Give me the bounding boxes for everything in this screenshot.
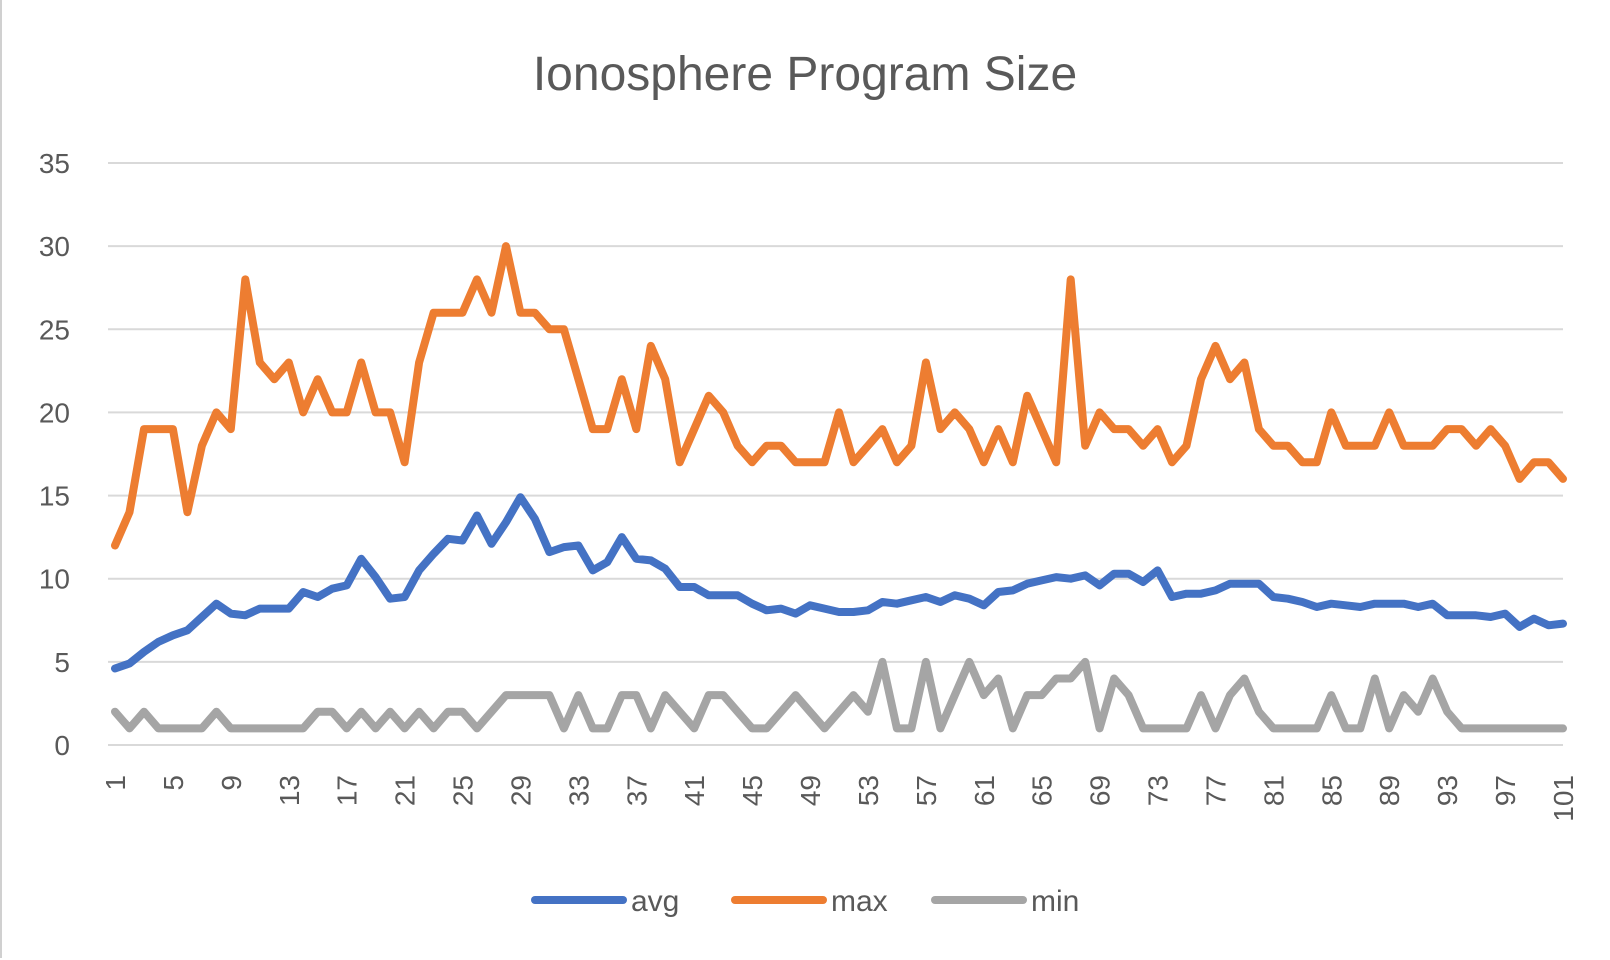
x-tick-label: 45 xyxy=(737,775,768,806)
x-tick-label: 33 xyxy=(563,775,594,806)
y-tick-label: 25 xyxy=(39,314,70,345)
x-tick-label: 61 xyxy=(969,775,1000,806)
x-tick-label: 5 xyxy=(158,775,189,791)
y-tick-label: 0 xyxy=(54,730,70,761)
series-line-min xyxy=(111,657,1567,733)
x-tick-label: 85 xyxy=(1316,775,1347,806)
x-tick-label: 9 xyxy=(216,775,247,791)
x-tick-label: 69 xyxy=(1085,775,1116,806)
x-tick-label: 57 xyxy=(911,775,942,806)
series-lines xyxy=(111,242,1567,733)
y-tick-label: 15 xyxy=(39,481,70,512)
y-axis-ticks: 0 5 10 15 20 25 30 35 xyxy=(39,148,70,761)
x-tick-label: 29 xyxy=(505,775,536,806)
series-line-avg xyxy=(111,493,1567,673)
x-tick-label: 77 xyxy=(1200,775,1231,806)
x-tick-label: 97 xyxy=(1490,775,1521,806)
x-tick-label: 93 xyxy=(1432,775,1463,806)
chart-title: Ionosphere Program Size xyxy=(533,48,1077,101)
x-tick-label: 49 xyxy=(795,775,826,806)
x-tick-label: 65 xyxy=(1027,775,1058,806)
x-tick-label: 41 xyxy=(679,775,710,806)
x-tick-label: 1 xyxy=(100,775,131,791)
x-tick-label: 25 xyxy=(448,775,479,806)
x-tick-label: 37 xyxy=(621,775,652,806)
y-tick-label: 30 xyxy=(39,231,70,262)
x-tick-label: 89 xyxy=(1374,775,1405,806)
series-line-max xyxy=(111,242,1567,550)
y-tick-label: 35 xyxy=(39,148,70,179)
x-tick-label: 81 xyxy=(1258,775,1289,806)
legend-label-max: max xyxy=(831,885,888,918)
x-tick-label: 13 xyxy=(274,775,305,806)
legend: avg max min xyxy=(531,885,1079,918)
x-tick-label: 101 xyxy=(1548,775,1579,822)
x-tick-label: 21 xyxy=(390,775,421,806)
y-tick-label: 5 xyxy=(54,647,70,678)
x-tick-label: 73 xyxy=(1143,775,1174,806)
x-tick-label: 53 xyxy=(853,775,884,806)
x-axis-ticks: 1 5 9 13 17 21 25 29 33 37 41 45 49 53 57 61 65 69 73 77 81 8… xyxy=(100,775,1579,822)
legend-label-avg: avg xyxy=(631,885,679,918)
x-tick-label: 17 xyxy=(332,775,363,806)
y-tick-label: 10 xyxy=(39,564,70,595)
y-tick-label: 20 xyxy=(39,397,70,428)
gridlines xyxy=(108,162,1563,746)
legend-label-min: min xyxy=(1031,885,1079,918)
